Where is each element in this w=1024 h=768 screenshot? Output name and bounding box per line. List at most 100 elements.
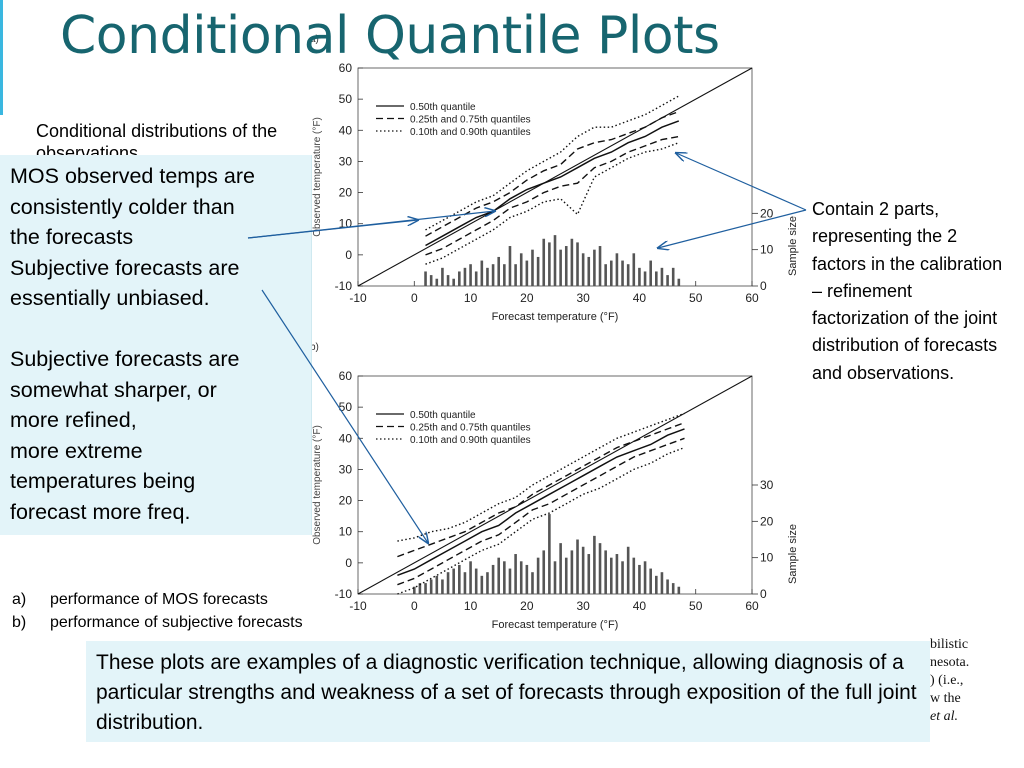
chart-a-q10-line <box>425 142 680 265</box>
caption-label: b) <box>12 614 27 631</box>
chart-a-ytick-label: 40 <box>339 123 353 137</box>
callout-right: Contain 2 parts, representing the 2 fact… <box>812 199 1003 383</box>
chart-b-q10-line <box>397 446 685 595</box>
chart-b-ytick-label: -10 <box>335 587 353 601</box>
chart-a-q90-line <box>425 95 680 231</box>
chart-b-sample-bar <box>497 557 501 594</box>
chart-b-sample-bar <box>452 568 455 594</box>
chart-a-sample-bar <box>677 278 681 286</box>
chart-a-y2tick-label: 0 <box>760 279 767 293</box>
chart-a-sample-bar <box>480 260 484 286</box>
chart-a-sample-bar <box>609 260 613 286</box>
chart-b-sample-bar <box>587 554 591 594</box>
chart-a-sample-bar <box>548 242 551 286</box>
chart-a-sample-bar <box>559 249 562 286</box>
chart-a-xtick-label: 40 <box>633 291 647 305</box>
chart-b-sample-bar <box>553 561 557 594</box>
chart-b-xtick-label: 20 <box>520 599 534 613</box>
chart-b-legend-label: 0.25th and 0.75th quantiles <box>410 423 531 434</box>
chart-b-sample-bar <box>424 583 427 594</box>
chart-a-sample-bar <box>598 246 602 286</box>
fragment-line: nesota. <box>930 655 970 670</box>
chart-a-legend-label: 0.25th and 0.75th quantiles <box>410 115 531 126</box>
chart-a-legend-label: 0.10th and 0.90th quantiles <box>410 127 531 138</box>
chart-a-sample-bar <box>508 246 512 286</box>
caption-text: performance of MOS forecasts <box>50 591 268 608</box>
chart-a-ytick-label: 50 <box>339 92 353 106</box>
chart-a-y2tick-label: 20 <box>760 206 774 220</box>
chart-b-sample-bar <box>660 572 664 594</box>
chart-a-sample-bar <box>497 256 501 286</box>
chart-b-ytick-label: 40 <box>339 431 353 445</box>
chart-a-y2tick-label: 10 <box>760 243 774 257</box>
chart-b-y2tick-label: 30 <box>760 478 774 492</box>
chart-b-q50-line <box>397 428 685 577</box>
chart-b-q25-line <box>397 437 685 586</box>
chart-b-sample-bar <box>446 572 450 594</box>
chart-a-sample-bar <box>458 271 461 286</box>
chart-b-xtick-label: 40 <box>633 599 647 613</box>
chart-b-q75-line <box>397 422 685 558</box>
fragment-line: et al. <box>930 709 958 724</box>
chart-b-sample-bar <box>542 550 546 594</box>
callout-line: forecast more freq. <box>10 499 191 524</box>
chart-b-sample-bar <box>593 535 596 594</box>
callout-line: essentially unbiased. <box>10 286 210 310</box>
chart-a-ytick-label: 0 <box>345 248 352 262</box>
chart-a-xtick-label: 0 <box>411 291 418 305</box>
chart-b-sample-bar <box>655 575 658 594</box>
chart-b-sample-bar <box>412 586 416 594</box>
chart-b-sample-bar <box>525 564 529 594</box>
fragment-line: ) (i.e., <box>930 673 964 688</box>
chart-b-y2tick-label: 20 <box>760 514 774 528</box>
chart-b-xtick-label: 0 <box>411 599 418 613</box>
chart-a-sample-bar <box>570 238 574 286</box>
chart-b-ytick-label: 20 <box>339 494 353 508</box>
chart-b-sample-bar <box>666 579 669 594</box>
bottom-callout: These plots are examples of a diagnostic… <box>86 641 930 742</box>
chart-a-xtick-label: 30 <box>576 291 590 305</box>
chart-a-sample-bar <box>626 264 630 286</box>
chart-a-sample-bar <box>576 242 579 286</box>
chart-a-sample-bar <box>553 235 557 286</box>
chart-b-ytick-label: 60 <box>339 369 353 383</box>
chart-b-q90-line <box>397 412 685 542</box>
chart-a-panel-label: a) <box>310 34 319 45</box>
chart-a-sample-bar <box>542 238 546 286</box>
fragment-line: bilistic <box>930 637 969 652</box>
chart-a-sample-bar <box>503 264 506 286</box>
chart-b-y2label: Sample size <box>787 524 799 584</box>
callout-line: Subjective forecasts are <box>10 347 240 371</box>
caption-label: a) <box>12 591 27 608</box>
callout-line: temperatures being <box>10 469 196 493</box>
chart-b-sample-bar <box>643 561 647 594</box>
chart-b-xtick-label: 10 <box>464 599 478 613</box>
chart-b-sample-bar <box>570 550 574 594</box>
chart-a-sample-bar <box>604 264 607 286</box>
chart-a-sample-bar <box>593 249 596 286</box>
chart-b-sample-bar <box>469 561 472 594</box>
chart-a-sample-bar <box>435 278 439 286</box>
figure-captions: a) performance of MOS forecasts b) perform… <box>12 588 303 634</box>
chart-a-q25-line <box>425 135 679 256</box>
chart-a-ytick-label: 10 <box>339 217 353 231</box>
chart-b-sample-bar <box>429 579 433 594</box>
chart-b-xtick-label: 60 <box>745 599 759 613</box>
chart-a-xtick-label: 10 <box>464 291 478 305</box>
chart-b-sample-bar <box>638 564 641 594</box>
chart-b-sample-bar <box>548 514 551 594</box>
chart-a-xtick-label: 50 <box>689 291 703 305</box>
caption-text: performance of subjective forecasts <box>50 614 303 631</box>
chart-a-sample-bar <box>615 253 619 286</box>
chart-b-ytick-label: 10 <box>339 525 353 539</box>
chart-a-sample-bar <box>643 271 647 286</box>
chart-b-sample-bar <box>598 543 602 594</box>
chart-b-xlabel: Forecast temperature (°F) <box>492 619 619 631</box>
chart-b-sample-bar <box>491 564 495 594</box>
chart-b-sample-bar <box>677 586 681 594</box>
chart-b-ytick-label: 0 <box>345 556 352 570</box>
chart-a-sample-bar <box>446 275 450 286</box>
chart-b-ylabel: Observed temperature (°F) <box>312 425 323 545</box>
